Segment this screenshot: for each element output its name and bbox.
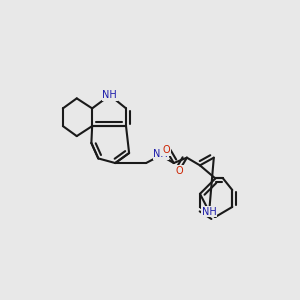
Text: O: O [175, 166, 183, 176]
Text: O: O [162, 145, 170, 155]
Text: NH: NH [153, 149, 168, 159]
Text: NH: NH [202, 207, 217, 217]
Text: NH: NH [103, 90, 117, 100]
